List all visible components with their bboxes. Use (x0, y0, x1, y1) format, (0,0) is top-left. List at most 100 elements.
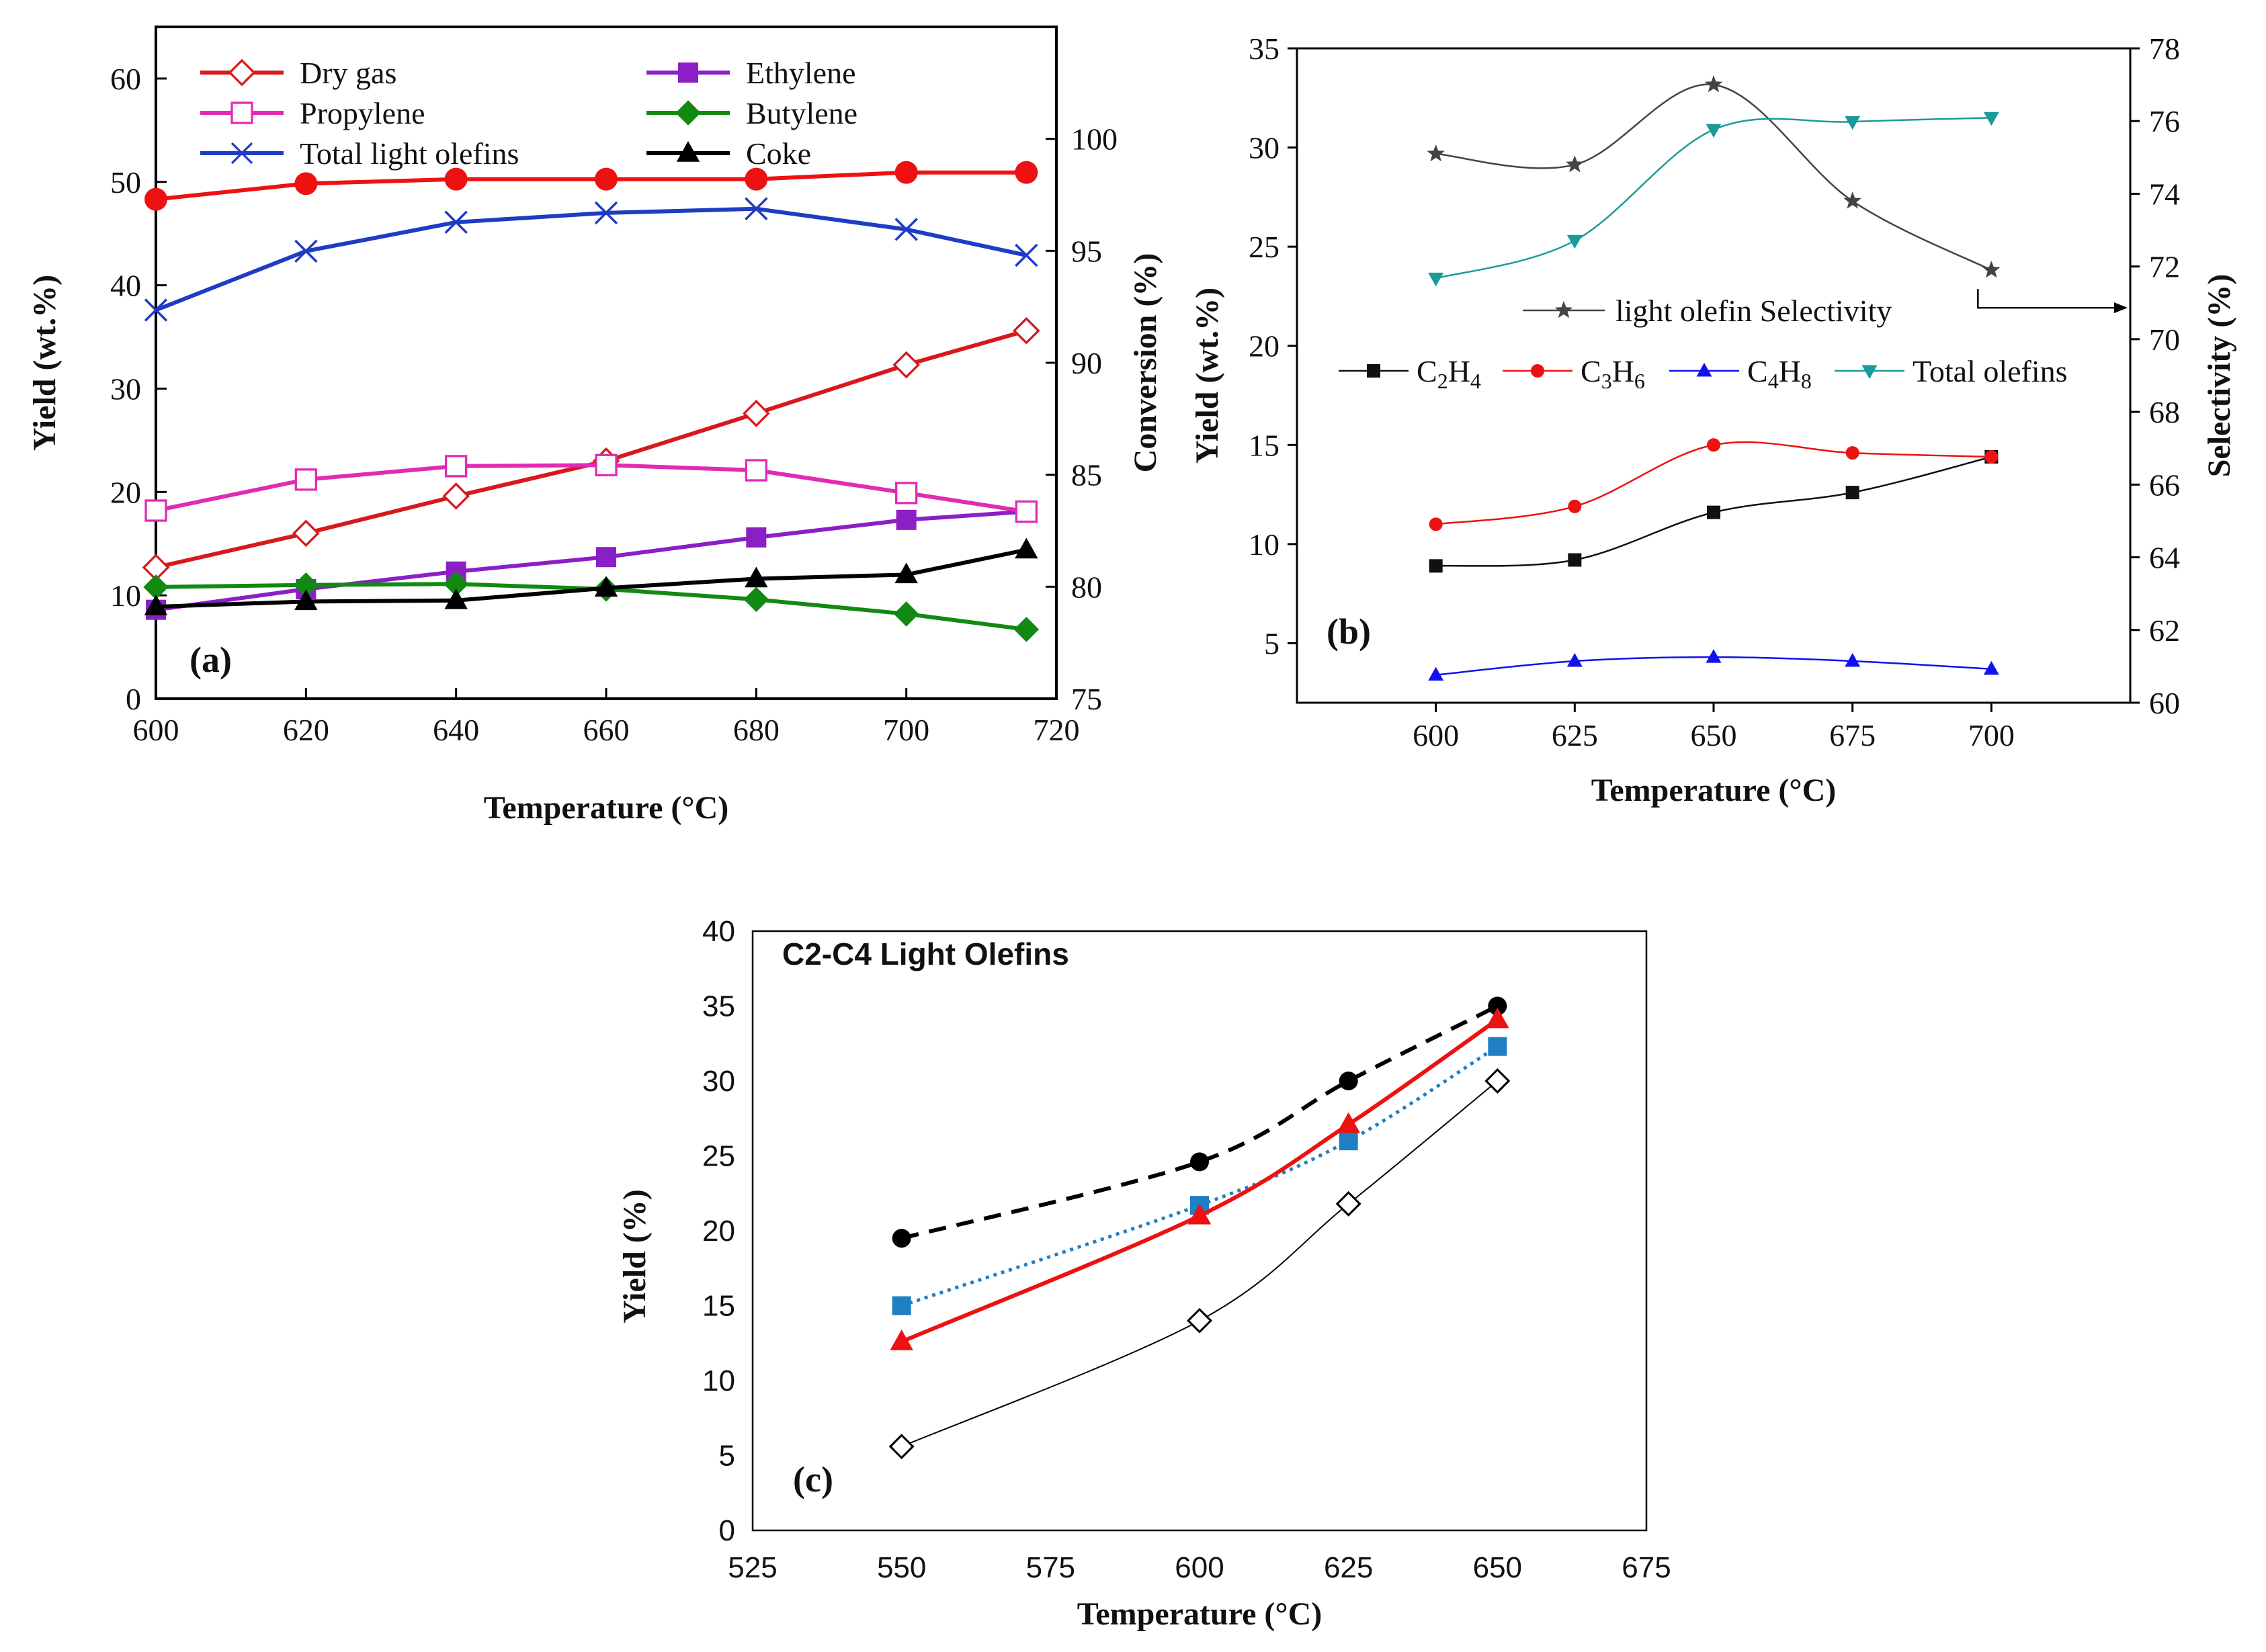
x-tick-label: 625 (1552, 718, 1598, 752)
legend-marker (1696, 363, 1712, 377)
chart-panel-c: 525 550 575 600 625 650 675 0 5 10 15 20 25 30 35 40 Tem… (617, 915, 1671, 1632)
y-tick-label: 15 (1249, 428, 1279, 462)
legend-label: Propylene (300, 96, 425, 130)
label-part: C (1417, 354, 1437, 388)
data-point (294, 589, 318, 611)
y-tick-label: 30 (110, 372, 141, 406)
data-point (1190, 1152, 1209, 1172)
data-point (1843, 191, 1861, 209)
data-point (144, 187, 167, 211)
y-tick-label: 5 (1264, 626, 1279, 660)
data-point (1012, 316, 1040, 345)
y-tick-label: 40 (110, 269, 141, 303)
legend-item-dry-gas: Dry gas (200, 56, 396, 90)
x-tick-label: 700 (1968, 718, 2015, 752)
subscript: 4 (1470, 369, 1481, 393)
data-point (1337, 1112, 1360, 1133)
series-line (155, 206, 1027, 312)
y-tick-label: 0 (719, 1514, 735, 1547)
data-point (890, 1330, 913, 1350)
legend-label: C3H6 (1581, 354, 1645, 393)
y2-tick-label: 72 (2149, 250, 2180, 284)
y-tick-label: 5 (719, 1440, 735, 1473)
subscript: 8 (1801, 369, 1812, 393)
data-point (1845, 653, 1861, 667)
y-tick-label: 35 (702, 990, 735, 1023)
subscript: 3 (1601, 369, 1612, 393)
data-point (443, 571, 469, 597)
data-point (1706, 649, 1722, 663)
data-point (294, 468, 317, 491)
y-axis-label: Yield (%) (617, 1189, 653, 1323)
subscript: 2 (1437, 369, 1448, 393)
data-point (144, 595, 168, 615)
data-point (1015, 161, 1038, 184)
data-point (745, 167, 768, 191)
data-point (1566, 653, 1583, 667)
series-total-olefins (1428, 112, 1999, 287)
subscript: 6 (1634, 369, 1645, 393)
data-point (294, 239, 318, 263)
y-tick-label: 10 (702, 1364, 735, 1397)
x-axis-label: Temperature (°C) (1077, 1596, 1322, 1632)
x-axis-label: Temperature (°C) (1591, 773, 1836, 808)
data-point (894, 161, 918, 184)
x-tick-label: 550 (877, 1551, 926, 1584)
data-point (1568, 553, 1582, 567)
legend-item-c3h6: C3H6 (1503, 354, 1645, 393)
legend-marker (675, 100, 701, 126)
x-tick-label: 600 (133, 713, 179, 747)
data-point (445, 455, 468, 478)
panel-label: (a) (190, 640, 232, 680)
legend-label: C2H4 (1417, 354, 1481, 393)
data-point (1704, 75, 1723, 93)
label-part: H (1612, 354, 1634, 388)
series-propylene (144, 453, 1038, 523)
legend-marker (1367, 364, 1380, 378)
legend: Dry gas Ethylene Propylene Butylene Total li… (200, 56, 857, 171)
series-line (155, 509, 1027, 612)
x-tick-label: 575 (1026, 1551, 1075, 1584)
chart-panel-a: 600 620 640 660 680 700 720 0 10 20 30 40 50 60 75 80 85… (27, 26, 1163, 826)
y2-axis-label: Selectivity (%) (2201, 274, 2237, 478)
data-point (1429, 559, 1443, 573)
y2-tick-label: 64 (2149, 541, 2180, 575)
data-point (1566, 155, 1584, 173)
y2-tick-label: 66 (2149, 468, 2180, 502)
data-point (1845, 116, 1861, 130)
series-line (900, 1004, 1499, 1241)
y-tick-label: 0 (126, 682, 141, 716)
data-point (1484, 1068, 1511, 1094)
series-line (901, 1080, 1498, 1448)
data-point (1488, 996, 1507, 1016)
series-1 (892, 996, 1507, 1248)
x-tick-label: 700 (883, 713, 929, 747)
data-point (894, 562, 918, 584)
series-line (1435, 117, 1992, 279)
y2-tick-label: 74 (2149, 177, 2180, 211)
arrow-head (2114, 302, 2128, 314)
y-axis-label: Yield (wt.%) (1189, 288, 1225, 464)
data-point (1486, 1007, 1509, 1029)
data-point (1982, 261, 2001, 278)
y2-tick-label: 78 (2149, 32, 2180, 66)
data-point (895, 482, 918, 505)
legend-label: Dry gas (300, 56, 396, 90)
data-point (893, 601, 919, 627)
legend-item-c4h8: C4H8 (1669, 354, 1812, 393)
legend-marker (1554, 301, 1573, 318)
x-tick-label: 650 (1473, 1551, 1522, 1584)
data-point (1015, 537, 1038, 559)
y-tick-label: 60 (110, 62, 141, 96)
subscript: 4 (1768, 369, 1779, 393)
series-coke (144, 537, 1038, 615)
x-tick-label: 600 (1175, 1551, 1224, 1584)
legend-marker (676, 141, 700, 162)
x-tick-label: 675 (1622, 1551, 1671, 1584)
legend-item-butylene: Butylene (646, 96, 857, 130)
legend-item-ethylene: Ethylene (646, 56, 856, 90)
data-point (1428, 666, 1444, 681)
legend-item-propylene: Propylene (200, 96, 425, 130)
data-point (894, 218, 918, 241)
x-axis-label: Temperature (°C) (484, 790, 728, 826)
